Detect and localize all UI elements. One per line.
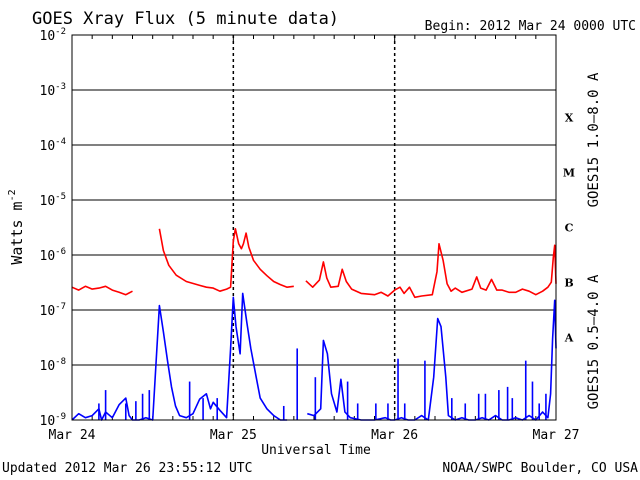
x-tick-label: Mar 25 [210,428,257,443]
x-tick-label: Mar 24 [49,428,96,443]
flare-class-labels: X M C B A [563,112,575,345]
begin-time-label: Begin: 2012 Mar 24 0000 UTC [425,19,636,34]
y-axis-label-group: Watts m-2 [7,189,26,264]
data-series [71,228,557,421]
updated-timestamp: Updated 2012 Mar 26 23:55:12 UTC [2,461,252,476]
y-tick-label: 10-2 [40,27,67,44]
x-tick-label: Mar 27 [533,428,580,443]
y-tick-label: 10-8 [40,357,67,374]
chart-title: GOES Xray Flux (5 minute data) [32,9,339,29]
series-line-segment [71,292,288,421]
series-line-segment [158,228,294,293]
x-axis-label: Universal Time [261,443,371,458]
y-axis-label-exponent: -2 [7,189,18,201]
plot-frame [71,34,557,421]
y-tick-label: 10-4 [40,137,67,154]
y-axis-label: Watts m [8,201,26,264]
y-tick-label: 10-9 [40,412,67,429]
series-0 [71,228,557,299]
y-tick-label: 10-7 [40,302,67,319]
flare-class-x: X [565,112,574,125]
legend-series-short: GOES15 0.5–4.0 A [586,274,602,409]
series-line-segment [71,285,133,296]
legend-short-group: GOES15 0.5–4.0 A [586,274,602,409]
flare-class-a: A [564,332,574,345]
series-line-segment [305,243,557,299]
series-line-segment [307,299,557,421]
y-tick-label: 10-6 [40,247,67,264]
flare-class-b: B [564,277,573,290]
flare-class-c: C [565,222,574,235]
x-tick-label: Mar 26 [371,428,418,443]
chart-grid [71,34,557,421]
legend-series-long: GOES15 1.0–8.0 A [586,72,602,207]
flare-class-m: M [563,167,575,180]
source-credit: NOAA/SWPC Boulder, CO USA [442,461,638,476]
legend-long-group: GOES15 1.0–8.0 A [586,72,602,207]
series-1 [71,292,557,421]
svg-text:Watts m-2: Watts m-2 [7,189,26,264]
x-tick-labels: Mar 24 Mar 25 Mar 26 Mar 27 [49,428,580,443]
y-tick-labels: 10-2 10-3 10-4 10-5 10-6 10-7 10-8 10-9 [40,27,67,429]
y-tick-label: 10-3 [40,82,67,99]
y-tick-label: 10-5 [40,192,67,209]
